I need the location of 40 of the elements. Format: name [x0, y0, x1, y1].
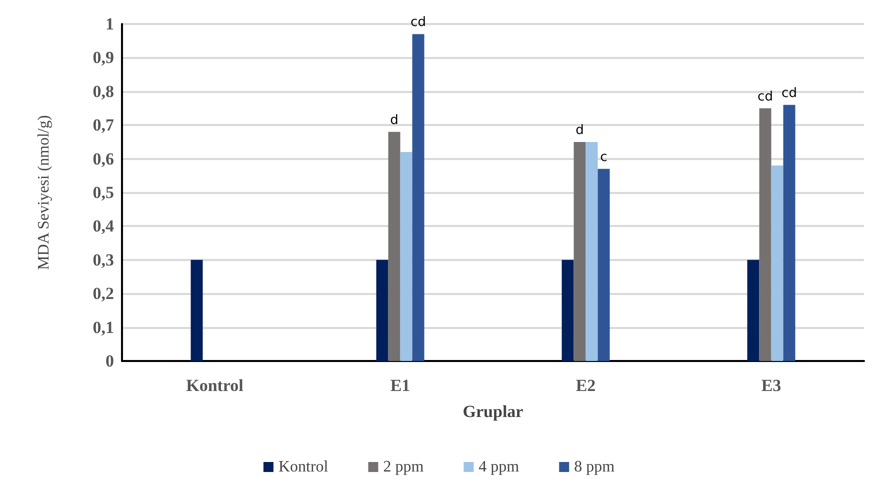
y-tick-label: 0,5 [92, 183, 114, 202]
bar [574, 142, 586, 361]
y-tick-label: 0,4 [92, 216, 114, 236]
bar [190, 260, 203, 361]
y-tick-label: 0 [106, 352, 114, 370]
legend-label: 4 ppm [478, 458, 520, 476]
legend-label: Kontrol [278, 458, 329, 476]
bar [783, 104, 796, 361]
bar [388, 132, 400, 361]
y-tick-label: 0,9 [92, 48, 114, 68]
y-tick-label: 0,2 [92, 284, 114, 304]
bar [586, 142, 598, 361]
bar [598, 168, 610, 361]
bar [376, 260, 388, 361]
bar [771, 166, 784, 361]
data-label: d [576, 122, 584, 138]
y-tick-label: 0,6 [92, 149, 114, 168]
bar [759, 108, 772, 361]
bar [400, 152, 412, 361]
bar [747, 260, 760, 361]
data-label: cd [758, 89, 773, 104]
legend-label: 8 ppm [574, 458, 616, 476]
data-label: c [600, 150, 608, 165]
y-tick-label: 0,8 [92, 82, 114, 101]
x-tick-label: Kontrol [186, 376, 244, 395]
x-tick-label: E3 [761, 376, 782, 395]
data-label: cd [782, 86, 797, 101]
bar [412, 34, 424, 361]
legend-label: 2 ppm [383, 458, 424, 476]
bar [562, 260, 574, 361]
data-label: cd [410, 15, 426, 30]
x-axis-title: Gruplar [462, 402, 524, 421]
y-tick-label: 1 [106, 14, 114, 34]
y-tick-label: 0,3 [92, 250, 114, 270]
y-tick-label: 0,7 [92, 116, 114, 135]
y-axis-title: MDA Seviyesi (nmol/g) [36, 115, 52, 270]
x-tick-label: E2 [576, 376, 596, 395]
y-tick-label: 0,1 [92, 318, 114, 337]
data-label: d [390, 112, 398, 128]
x-tick-label: E1 [390, 376, 410, 395]
